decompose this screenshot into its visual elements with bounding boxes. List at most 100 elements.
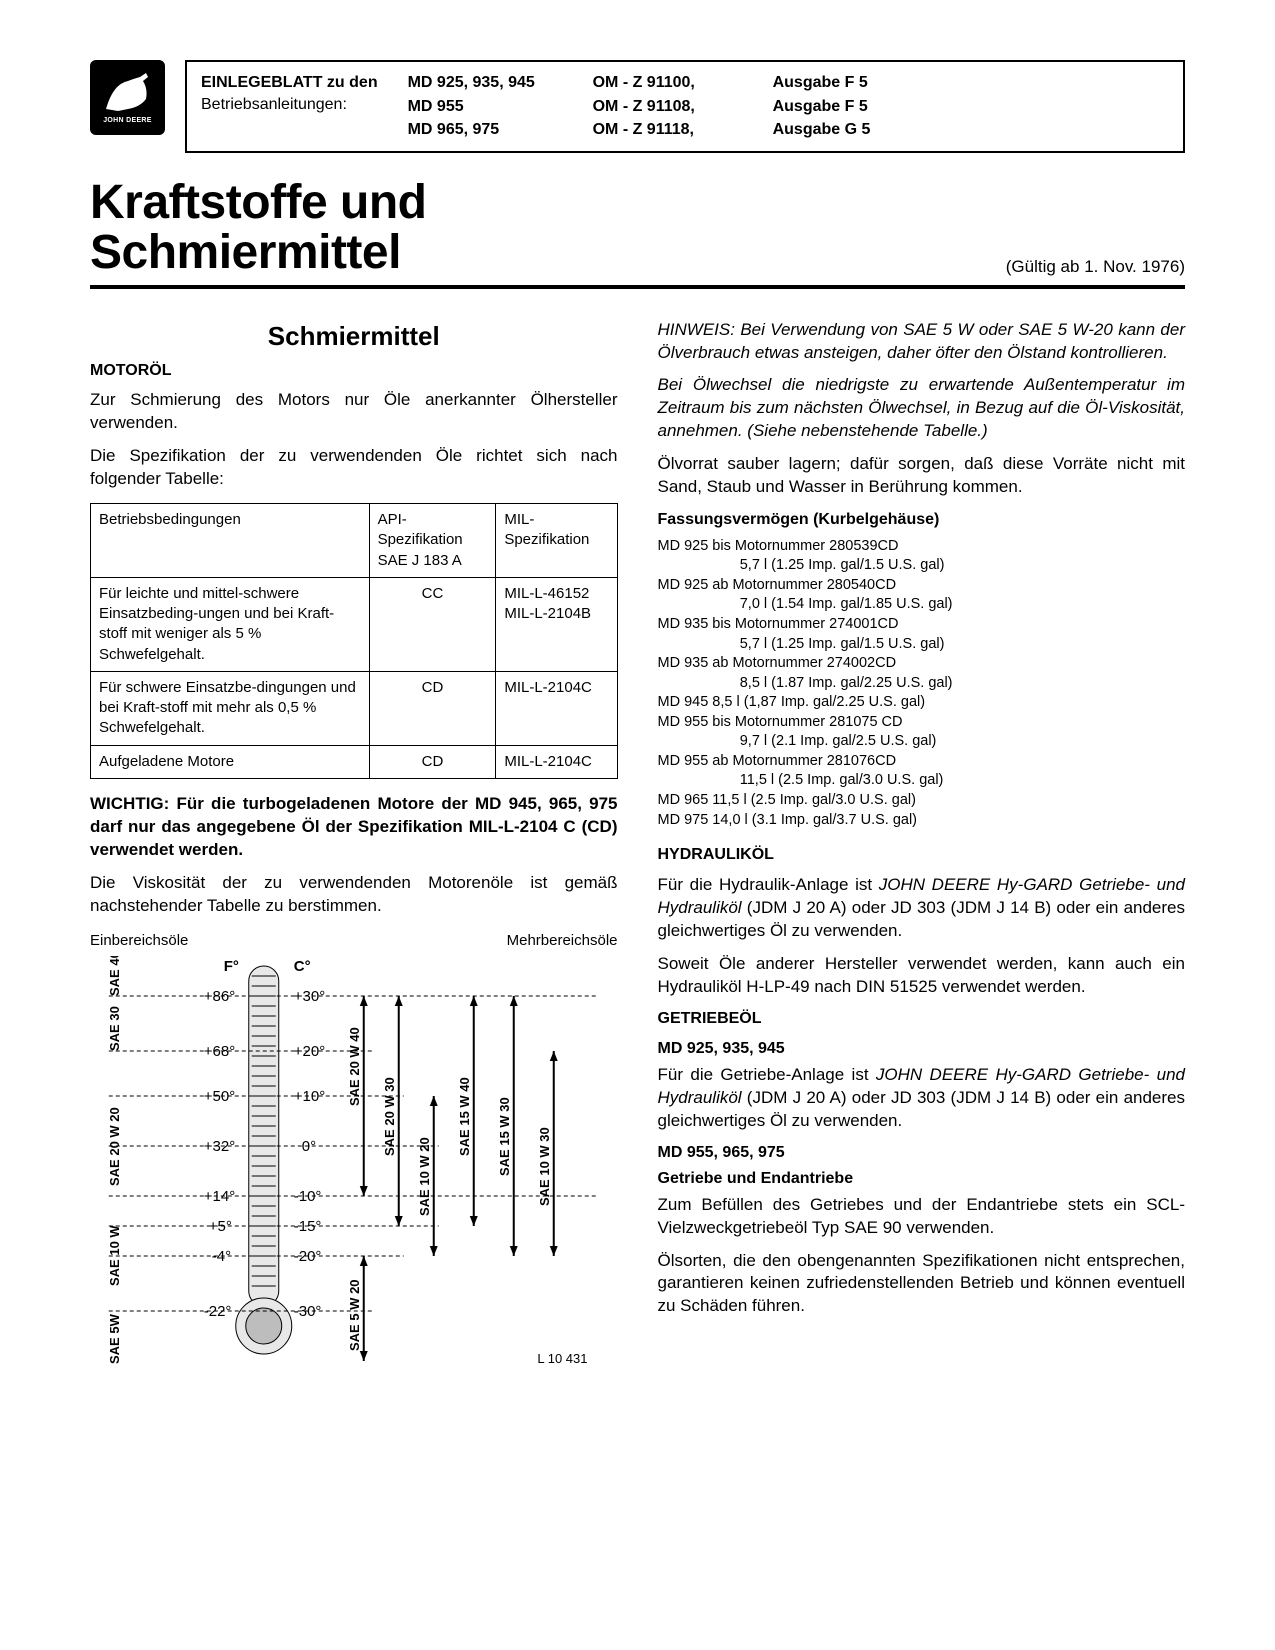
svg-text:+86°: +86° — [204, 988, 235, 1005]
single-grade-label: Einbereichsöle — [90, 931, 188, 951]
hint-paragraph: HINWEIS: Bei Verwendung von SAE 5 W oder… — [658, 319, 1186, 365]
table-header-row: Betriebsbedingungen API-Spezifikation SA… — [91, 504, 618, 578]
reference-row: MD 965, 975 OM - Z 91118, Ausgabe G 5 — [408, 119, 871, 141]
table-cell: CC — [369, 577, 496, 671]
svg-text:-20°: -20° — [294, 1248, 322, 1265]
svg-text:SAE 40: SAE 40 — [107, 956, 122, 996]
table-cell: MIL-L-46152 MIL-L-2104B — [496, 577, 617, 671]
svg-text:SAE 15 W 40: SAE 15 W 40 — [457, 1077, 472, 1156]
hydraulic-paragraph: Soweit Öle anderer Hersteller verwendet … — [658, 953, 1186, 999]
capacity-list: MD 925 bis Motornummer 280539CD 5,7 l (1… — [658, 537, 1186, 830]
content-columns: Schmiermittel MOTORÖL Zur Schmierung des… — [90, 319, 1185, 1376]
svg-text:SAE 10 W 30: SAE 10 W 30 — [537, 1127, 552, 1206]
svg-text:+50°: +50° — [204, 1088, 235, 1105]
main-title: Kraftstoffe und Schmiermittel — [90, 178, 426, 279]
capacity-line: MD 965 11,5 l (2.5 Imp. gal/3.0 U.S. gal… — [658, 791, 1186, 811]
warning-paragraph: Ölsorten, die den obengenannten Spezifik… — [658, 1250, 1186, 1319]
capacity-heading: Fassungsvermögen (Kurbelgehäuse) — [658, 509, 1186, 531]
capacity-line: MD 935 bis Motornummer 274001CD — [658, 615, 1186, 635]
table-header: Betriebsbedingungen — [91, 504, 370, 578]
important-note: WICHTIG: Für die turbogeladenen Motore d… — [90, 793, 618, 862]
hydraulic-paragraph: Für die Hydraulik-Anlage ist JOHN DEERE … — [658, 874, 1186, 943]
svg-text:SAE 20 W 40: SAE 20 W 40 — [347, 1027, 362, 1106]
ref-edition: Ausgabe G 5 — [773, 119, 871, 141]
table-cell: Für schwere Einsatzbe-dingungen und bei … — [91, 671, 370, 745]
transmission-paragraph: Zum Befüllen des Getriebes und der Endan… — [658, 1194, 1186, 1240]
svg-text:-15°: -15° — [294, 1218, 322, 1235]
multi-grade-label: Mehrbereichsöle — [507, 931, 618, 951]
deer-icon — [98, 69, 158, 114]
svg-text:+68°: +68° — [204, 1043, 235, 1060]
right-column: HINWEIS: Bei Verwendung von SAE 5 W oder… — [658, 319, 1186, 1376]
intro-paragraph: Zur Schmierung des Motors nur Öle anerka… — [90, 389, 618, 435]
svg-text:SAE 10 W 20: SAE 10 W 20 — [417, 1137, 432, 1216]
table-header: MIL-Spezifikation — [496, 504, 617, 578]
brand-logo: JOHN DEERE — [90, 60, 165, 135]
capacity-line: MD 955 bis Motornummer 281075 CD — [658, 713, 1186, 733]
table-header: API-Spezifikation SAE J 183 A — [369, 504, 496, 578]
lubricants-heading: Schmiermittel — [90, 319, 618, 354]
header: JOHN DEERE EINLEGEBLATT zu den Betriebsa… — [90, 60, 1185, 153]
left-column: Schmiermittel MOTORÖL Zur Schmierung des… — [90, 319, 618, 1376]
svg-text:SAE 5 W 20: SAE 5 W 20 — [347, 1279, 362, 1351]
svg-text:SAE 15 W 30: SAE 15 W 30 — [497, 1097, 512, 1176]
ref-om: OM - Z 91100, — [593, 72, 743, 94]
capacity-line: MD 935 ab Motornummer 274002CD — [658, 654, 1186, 674]
capacity-line: 5,7 l (1.25 Imp. gal/1.5 U.S. gal) — [658, 635, 1186, 655]
capacity-line: 7,0 l (1.54 Imp. gal/1.85 U.S. gal) — [658, 595, 1186, 615]
svg-text:C°: C° — [294, 958, 311, 975]
svg-text:-10°: -10° — [294, 1188, 322, 1205]
insert-label: EINLEGEBLATT zu den — [201, 72, 378, 94]
transmission-paragraph: Für die Getriebe-Anlage ist JOHN DEERE H… — [658, 1064, 1186, 1133]
svg-text:SAE 30: SAE 30 — [107, 1006, 122, 1051]
svg-text:+20°: +20° — [294, 1043, 325, 1060]
reference-row: MD 925, 935, 945 OM - Z 91100, Ausgabe F… — [408, 72, 871, 94]
table-row: Aufgeladene Motore CD MIL-L-2104C — [91, 745, 618, 778]
svg-text:0°: 0° — [302, 1138, 316, 1155]
svg-text:-4°: -4° — [212, 1248, 231, 1265]
capacity-line: MD 975 14,0 l (3.1 Imp. gal/3.7 U.S. gal… — [658, 811, 1186, 831]
transmission-heading: GETRIEBEÖL — [658, 1008, 1186, 1030]
model-subheading: MD 925, 935, 945 — [658, 1038, 1186, 1060]
table-row: Für leichte und mittel-schwere Einsatzbe… — [91, 577, 618, 671]
text: Für die Getriebe-Anlage ist — [658, 1065, 876, 1084]
capacity-line: MD 955 ab Motornummer 281076CD — [658, 752, 1186, 772]
ref-models: MD 955 — [408, 96, 563, 118]
insert-header-box: EINLEGEBLATT zu den Betriebsanleitungen:… — [185, 60, 1185, 153]
table-cell: Für leichte und mittel-schwere Einsatzbe… — [91, 577, 370, 671]
svg-text:+10°: +10° — [294, 1088, 325, 1105]
brand-name: JOHN DEERE — [103, 116, 152, 125]
capacity-line: 9,7 l (2.1 Imp. gal/2.5 U.S. gal) — [658, 732, 1186, 752]
ref-models: MD 965, 975 — [408, 119, 563, 141]
table-row: Für schwere Einsatzbe-dingungen und bei … — [91, 671, 618, 745]
capacity-line: 5,7 l (1.25 Imp. gal/1.5 U.S. gal) — [658, 556, 1186, 576]
reference-row: MD 955 OM - Z 91108, Ausgabe F 5 — [408, 96, 871, 118]
table-cell: CD — [369, 671, 496, 745]
diagram-id: L 10 431 — [537, 1350, 587, 1368]
capacity-line: MD 945 8,5 l (1,87 Imp. gal/2.25 U.S. ga… — [658, 693, 1186, 713]
title-row: Kraftstoffe und Schmiermittel (Gültig ab… — [90, 178, 1185, 289]
text: Für die Hydraulik-Anlage ist — [658, 875, 879, 894]
hint-paragraph: Bei Ölwechsel die niedrigste zu erwarten… — [658, 374, 1186, 443]
capacity-line: MD 925 bis Motornummer 280539CD — [658, 537, 1186, 557]
table-cell: MIL-L-2104C — [496, 671, 617, 745]
diagram-labels: Einbereichsöle Mehrbereichsöle — [90, 931, 618, 951]
insert-sublabel: Betriebsanleitungen: — [201, 94, 378, 116]
svg-text:-22°: -22° — [204, 1303, 232, 1320]
table-cell: CD — [369, 745, 496, 778]
svg-text:SAE 5W: SAE 5W — [107, 1313, 122, 1364]
intro-paragraph: Die Spezifikation der zu verwendenden Öl… — [90, 445, 618, 491]
svg-text:+14°: +14° — [204, 1188, 235, 1205]
capacity-line: 8,5 l (1.87 Imp. gal/2.25 U.S. gal) — [658, 674, 1186, 694]
reference-table: MD 925, 935, 945 OM - Z 91100, Ausgabe F… — [408, 72, 871, 141]
motor-oil-heading: MOTORÖL — [90, 360, 618, 382]
title-line2: Schmiermittel — [90, 226, 401, 279]
storage-paragraph: Ölvorrat sauber lagern; dafür sorgen, da… — [658, 453, 1186, 499]
capacity-line: 11,5 l (2.5 Imp. gal/3.0 U.S. gal) — [658, 771, 1186, 791]
table-cell: MIL-L-2104C — [496, 745, 617, 778]
svg-text:+32°: +32° — [204, 1138, 235, 1155]
ref-om: OM - Z 91108, — [593, 96, 743, 118]
spec-table: Betriebsbedingungen API-Spezifikation SA… — [90, 503, 618, 779]
svg-text:SAE 10 W: SAE 10 W — [107, 1224, 122, 1285]
svg-text:SAE 20 W 30: SAE 20 W 30 — [382, 1077, 397, 1156]
